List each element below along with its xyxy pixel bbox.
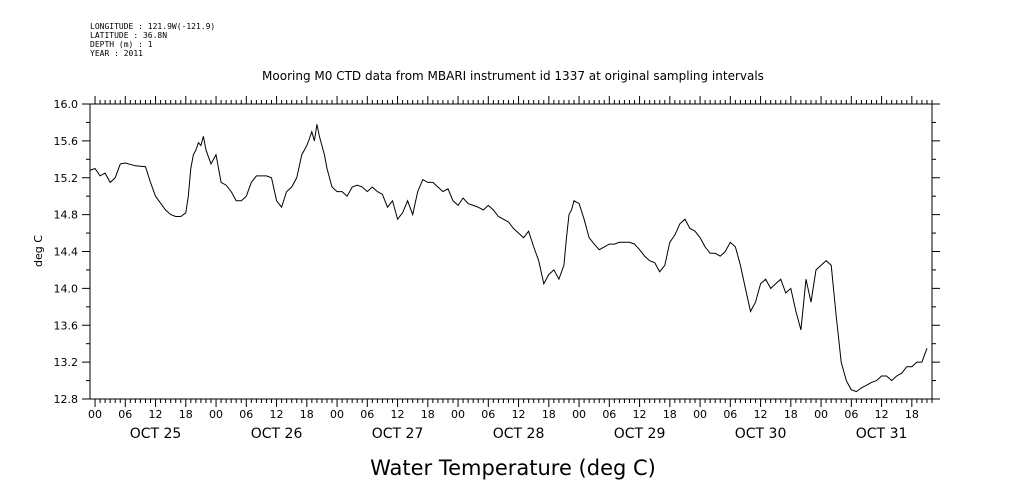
x-hour-tick-label: 12 xyxy=(270,408,284,421)
y-tick-label: 12.8 xyxy=(54,393,79,406)
y-axis-label: deg C xyxy=(32,235,45,267)
x-hour-tick-label: 12 xyxy=(512,408,526,421)
y-tick-label: 15.6 xyxy=(54,135,79,148)
depth-label: DEPTH (m) : 1 xyxy=(90,40,153,49)
x-hour-tick-label: 18 xyxy=(905,408,919,421)
x-axis-label: Water Temperature (deg C) xyxy=(370,456,656,480)
x-hour-tick-label: 00 xyxy=(330,408,344,421)
x-hour-tick-label: 00 xyxy=(814,408,828,421)
year-label: YEAR : 2011 xyxy=(90,49,143,58)
x-hour-tick-label: 00 xyxy=(451,408,465,421)
y-tick-label: 14.0 xyxy=(54,282,79,295)
x-hour-tick-label: 06 xyxy=(602,408,616,421)
y-tick-label: 13.6 xyxy=(54,319,79,332)
plot-frame xyxy=(89,103,933,400)
chart-title: Mooring M0 CTD data from MBARI instrumen… xyxy=(262,69,764,83)
x-hour-tick-label: 12 xyxy=(875,408,889,421)
y-tick-label: 15.2 xyxy=(54,172,79,185)
temperature-series-line xyxy=(89,124,928,393)
x-hour-tick-label: 06 xyxy=(844,408,858,421)
latitude-label: LATITUDE : 36.8N xyxy=(90,31,168,40)
x-hour-tick-label: 18 xyxy=(663,408,677,421)
x-hour-tick-label: 18 xyxy=(421,408,435,421)
x-day-label: OCT 25 xyxy=(130,426,182,442)
x-hour-tick-label: 18 xyxy=(542,408,556,421)
x-hour-tick-label: 00 xyxy=(572,408,586,421)
x-hour-tick-label: 00 xyxy=(693,408,707,421)
x-day-label: OCT 26 xyxy=(251,426,303,442)
x-day-label: OCT 27 xyxy=(372,426,424,442)
x-hour-tick-label: 18 xyxy=(784,408,798,421)
x-hour-tick-label: 12 xyxy=(149,408,163,421)
x-day-label: OCT 31 xyxy=(856,426,908,442)
x-day-label: OCT 28 xyxy=(493,426,545,442)
x-hour-tick-label: 06 xyxy=(723,408,737,421)
y-tick-label: 14.4 xyxy=(54,246,79,259)
x-day-label: OCT 30 xyxy=(735,426,787,442)
x-hour-tick-label: 12 xyxy=(754,408,768,421)
x-hour-tick-label: 06 xyxy=(481,408,495,421)
x-hour-tick-label: 12 xyxy=(391,408,405,421)
y-tick-label: 16.0 xyxy=(54,98,79,111)
x-hour-tick-label: 18 xyxy=(300,408,314,421)
longitude-label: LONGITUDE : 121.9W(-121.9) xyxy=(90,22,216,31)
x-hour-tick-label: 00 xyxy=(88,408,102,421)
y-tick-label: 13.2 xyxy=(54,356,79,369)
x-hour-tick-label: 00 xyxy=(209,408,223,421)
x-hour-tick-label: 06 xyxy=(239,408,253,421)
y-tick-label: 14.8 xyxy=(54,209,79,222)
x-hour-tick-label: 06 xyxy=(360,408,374,421)
x-hour-tick-label: 12 xyxy=(633,408,647,421)
x-hour-tick-label: 18 xyxy=(179,408,193,421)
x-hour-tick-label: 06 xyxy=(118,408,132,421)
x-day-label: OCT 29 xyxy=(614,426,666,442)
